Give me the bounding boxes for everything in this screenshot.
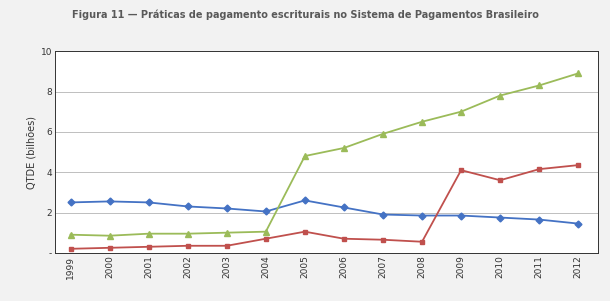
Cheque — [536, 218, 543, 221]
Cheque — [418, 214, 426, 217]
Cheque — [223, 207, 231, 210]
Cheque — [575, 222, 582, 225]
Cheque — [184, 205, 192, 208]
Transferência
de Crédito — [379, 132, 387, 136]
Débito
Direto — [575, 163, 582, 167]
Line: Débito
Direto: Débito Direto — [68, 163, 581, 251]
Transferência
de Crédito — [458, 110, 465, 113]
Débito
Direto — [301, 230, 309, 234]
Cheque — [145, 200, 152, 204]
Transferência
de Crédito — [67, 233, 74, 237]
Débito
Direto — [340, 237, 348, 240]
Text: Figura 11 — Práticas de pagamento escriturais no Sistema de Pagamentos Brasileir: Figura 11 — Práticas de pagamento escrit… — [71, 9, 539, 20]
Transferência
de Crédito — [262, 230, 270, 234]
Cheque — [497, 216, 504, 219]
Débito
Direto — [379, 238, 387, 241]
Transferência
de Crédito — [575, 72, 582, 75]
Cheque — [379, 213, 387, 216]
Transferência
de Crédito — [301, 154, 309, 158]
Cheque — [262, 210, 270, 213]
Débito
Direto — [458, 168, 465, 172]
Débito
Direto — [145, 245, 152, 249]
Transferência
de Crédito — [106, 234, 113, 237]
Transferência
de Crédito — [497, 94, 504, 97]
Débito
Direto — [262, 237, 270, 240]
Débito
Direto — [223, 244, 231, 248]
Transferência
de Crédito — [184, 232, 192, 235]
Débito
Direto — [536, 167, 543, 171]
Cheque — [340, 206, 348, 209]
Transferência
de Crédito — [145, 232, 152, 235]
Débito
Direto — [184, 244, 192, 248]
Transferência
de Crédito — [340, 146, 348, 150]
Débito
Direto — [106, 246, 113, 250]
Cheque — [301, 199, 309, 202]
Y-axis label: QTDE (bilhões): QTDE (bilhões) — [26, 116, 37, 188]
Line: Transferência
de Crédito: Transferência de Crédito — [67, 70, 581, 239]
Line: Cheque: Cheque — [68, 198, 581, 226]
Débito
Direto — [418, 240, 426, 244]
Transferência
de Crédito — [536, 84, 543, 87]
Débito
Direto — [497, 178, 504, 182]
Cheque — [458, 214, 465, 217]
Transferência
de Crédito — [418, 120, 426, 123]
Transferência
de Crédito — [223, 231, 231, 234]
Débito
Direto — [67, 247, 74, 251]
Cheque — [106, 200, 113, 203]
Cheque — [67, 200, 74, 204]
